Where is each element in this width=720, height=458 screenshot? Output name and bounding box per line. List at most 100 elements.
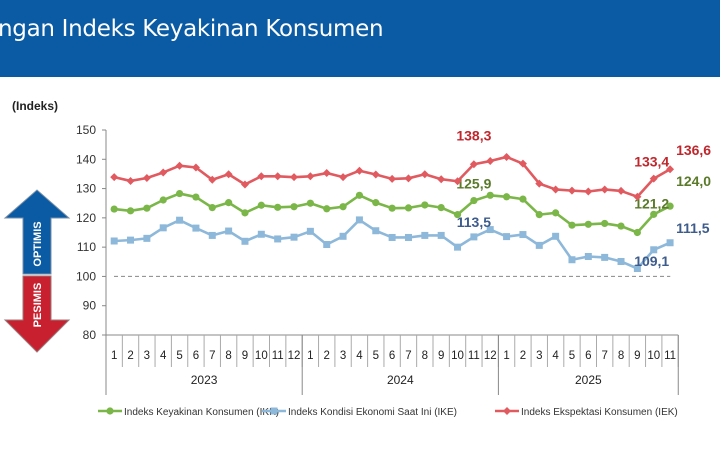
data-point [650,246,658,254]
data-point [306,227,314,235]
data-point [388,233,396,241]
month-label: 11 [272,350,284,362]
month-label: 7 [601,350,607,362]
data-point [240,180,249,189]
data-point [274,203,282,211]
y-tick-label: 80 [83,328,97,342]
data-point [290,173,299,182]
data-label: 125,9 [456,176,491,192]
data-point [437,231,445,239]
data-point [208,204,216,212]
data-point [273,172,282,181]
data-label: 111,5 [676,220,710,236]
data-point [519,231,527,239]
month-label: 6 [585,350,591,362]
data-point [421,201,429,209]
data-point [290,233,298,241]
data-point [486,191,494,199]
y-tick-label: 140 [76,152,96,166]
data-point [454,243,462,251]
month-label: 7 [405,350,411,362]
data-point [142,174,151,183]
data-point [159,224,167,232]
data-point [388,204,396,212]
data-point [290,203,298,211]
data-label: 136,6 [676,142,711,158]
month-label: 5 [373,350,379,362]
data-point [633,228,641,237]
legend-label: Indeks Ekspektasi Konsumen (IEK) [521,407,678,418]
data-point [355,216,363,224]
data-point [404,204,413,212]
data-point [552,209,560,217]
month-label: 2 [520,350,526,362]
data-point [617,257,625,265]
data-label: 133,4 [634,154,669,170]
year-label: 2025 [575,373,602,387]
data-point [192,224,200,232]
pesimis-label: PESIMIS [32,283,44,328]
data-point [127,236,135,244]
data-point [372,199,380,207]
month-label: 5 [569,350,575,362]
legend: Indeks Keyakinan Konsumen (IKK) Indeks Ko… [98,407,678,418]
data-point [159,168,168,177]
y-axis-label: (Indeks) [12,99,58,113]
data-point [241,237,249,245]
data-point [371,170,380,179]
data-label: 138,3 [456,127,491,143]
pessimism-arrow-down-icon [3,275,71,353]
data-point [323,205,331,213]
y-tick-label: 100 [76,269,96,283]
data-point [666,165,675,174]
data-label: 113,5 [457,214,491,230]
data-point [388,174,397,183]
data-point [486,226,494,234]
data-point [110,237,118,245]
legend-marker [503,407,511,415]
month-label: 4 [160,350,167,362]
y-tick-label: 150 [76,123,96,137]
data-point [323,241,331,249]
data-point [535,179,544,188]
data-point [470,233,478,241]
month-label: 12 [484,350,497,362]
month-label: 9 [242,350,248,362]
data-point [241,209,249,217]
data-point [126,207,135,215]
data-point [110,173,119,182]
month-label: 12 [288,350,301,362]
data-point [568,256,576,264]
data-point [404,174,413,183]
data-point [208,175,217,184]
data-point [469,160,478,169]
data-point [306,172,315,181]
optimis-label: OPTIMIS [32,221,44,266]
data-point [666,239,674,247]
data-point [191,163,200,172]
data-point [584,187,593,196]
data-point [224,170,233,179]
data-point [552,232,560,240]
data-point [404,233,412,241]
data-point [633,192,642,201]
data-point [175,161,184,170]
data-point [372,227,380,235]
data-point [486,157,495,166]
data-point [175,189,184,198]
data-point [421,231,429,239]
data-point [519,195,527,203]
month-label: 10 [451,350,464,362]
data-point [225,199,233,207]
data-label: 124,0 [676,173,711,189]
data-point [257,201,265,209]
data-point [567,186,576,195]
data-point [110,205,118,213]
series-lines: 125,9 121,2 124,0 113,5 109,1 111,5 138,3 133,4… [110,127,711,273]
month-label: 1 [503,350,509,362]
data-point [535,241,543,249]
data-point [584,220,592,228]
data-point [453,177,462,186]
